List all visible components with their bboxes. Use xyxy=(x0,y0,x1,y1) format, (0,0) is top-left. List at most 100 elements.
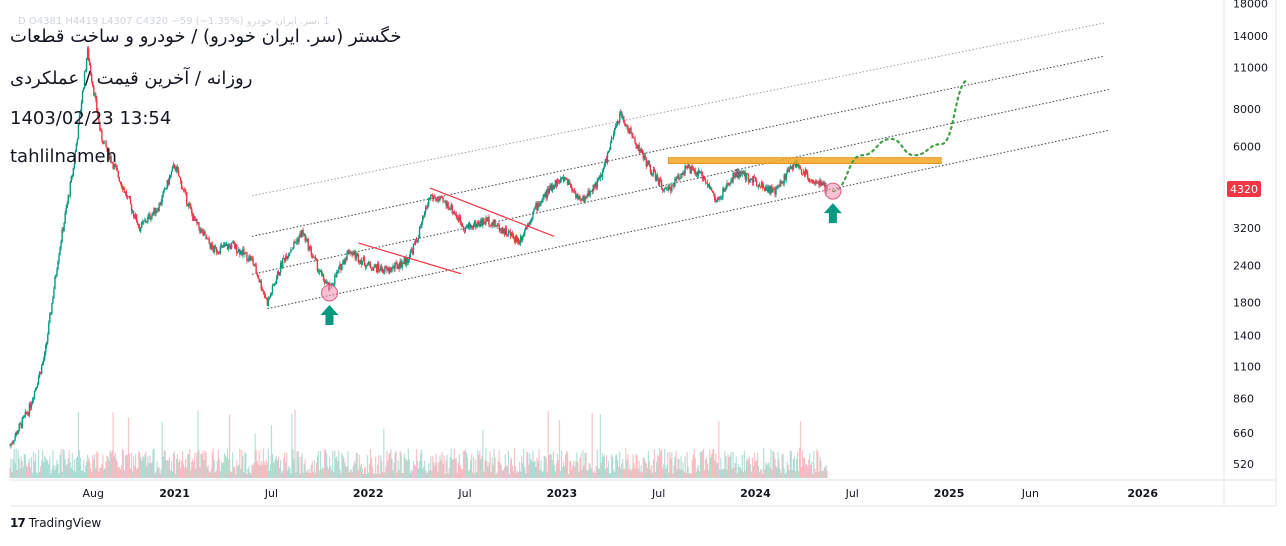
candle-body xyxy=(422,216,425,218)
volume-bar xyxy=(651,472,654,478)
candle-body xyxy=(383,271,385,273)
price-tick-label: 18000 xyxy=(1233,0,1268,11)
volume-bar xyxy=(72,469,74,478)
volume-bar xyxy=(186,467,188,478)
volume-bar xyxy=(255,449,257,478)
candle-body xyxy=(714,193,716,200)
candle-body xyxy=(267,298,270,306)
candle-body xyxy=(524,229,526,235)
candle-body xyxy=(129,198,132,205)
volume-bar xyxy=(339,468,341,478)
time-tick-label: 2024 xyxy=(740,487,771,500)
volume-bar xyxy=(615,455,617,478)
volume-bar xyxy=(156,461,158,478)
candle-body xyxy=(759,186,762,188)
time-axis[interactable]: Aug 2021 Jul 2022 Jul 2023 Jul 2024 Jul 2025 Jun 20… xyxy=(83,487,1159,500)
volume-bar xyxy=(457,462,459,478)
volume-bar xyxy=(570,460,572,478)
volume-bar xyxy=(137,468,139,478)
candle-body xyxy=(147,216,149,222)
volume-bar xyxy=(434,465,436,478)
volume-bar xyxy=(166,459,168,478)
candle-body xyxy=(37,377,40,384)
tradingview-logo[interactable]: 17 TradingView xyxy=(10,516,101,530)
volume-bar xyxy=(678,458,680,478)
volume-bar xyxy=(824,466,826,478)
volume-bar xyxy=(770,449,772,478)
candle-body xyxy=(153,207,155,213)
candle-body xyxy=(754,177,757,182)
volume-bar xyxy=(369,449,372,478)
candle-body xyxy=(562,177,565,182)
candle-body xyxy=(811,179,813,181)
volume-bar xyxy=(714,460,716,478)
volume-bar xyxy=(425,470,427,478)
candle-body xyxy=(252,258,254,265)
volume-bar xyxy=(747,459,750,478)
candle-body xyxy=(356,253,358,255)
candles xyxy=(9,46,828,449)
volume-bar xyxy=(672,473,674,478)
volume-bar xyxy=(427,471,429,478)
candle-body xyxy=(286,256,288,260)
candle-body xyxy=(10,443,12,446)
candle-body xyxy=(325,282,328,283)
volume-bar xyxy=(415,449,418,478)
candle-body xyxy=(402,263,404,265)
candle-body xyxy=(659,179,662,181)
volume-bar xyxy=(643,457,645,478)
candle-body xyxy=(761,181,763,187)
volume-bar xyxy=(368,463,371,478)
volume-bar xyxy=(730,451,732,478)
volume-bar xyxy=(573,461,575,478)
candle-body xyxy=(558,181,561,183)
volume-bar xyxy=(73,459,75,478)
candle-body xyxy=(398,265,400,269)
volume-bar xyxy=(594,472,596,478)
candle-body xyxy=(446,202,448,206)
candle-body xyxy=(349,252,351,254)
time-tick-label: Jul xyxy=(264,487,278,500)
candle-body xyxy=(502,228,505,234)
volume-bar xyxy=(507,450,510,478)
candle-body xyxy=(158,203,160,211)
volume-bar xyxy=(132,456,135,478)
volume-bar xyxy=(355,453,357,478)
candle-body xyxy=(24,411,27,416)
time-tick-label: 2026 xyxy=(1127,487,1158,500)
price-axis[interactable]: 1800014000110008000600032002400180014001… xyxy=(1233,0,1268,471)
candle-body xyxy=(766,186,768,188)
volume-bar xyxy=(620,468,622,478)
volume-bar xyxy=(372,473,375,478)
volume-bar xyxy=(322,468,325,478)
candle-body xyxy=(255,265,257,273)
volume-bar xyxy=(782,454,784,478)
candle-body xyxy=(764,187,766,191)
time-tick-label: Jul xyxy=(845,487,859,500)
candle-body xyxy=(393,265,395,269)
volume-bar xyxy=(267,448,270,478)
candle-body xyxy=(139,226,141,232)
volume-bar xyxy=(514,466,517,478)
volume-bar xyxy=(601,453,603,478)
candle-body xyxy=(437,198,439,201)
volume-bar xyxy=(718,421,720,478)
volume-bar xyxy=(111,450,113,478)
candle-body xyxy=(168,177,171,185)
volume-bar xyxy=(324,449,327,478)
volume-bar xyxy=(410,469,412,478)
candle-body xyxy=(74,151,77,163)
volume-bar xyxy=(417,468,420,478)
volume-bar xyxy=(360,463,362,478)
candle-body xyxy=(436,200,438,202)
candle-body xyxy=(627,125,629,132)
volume-bar xyxy=(112,412,114,478)
volume-bar xyxy=(343,458,345,478)
candle-body xyxy=(527,223,529,227)
candle-body xyxy=(728,183,730,186)
candle-body xyxy=(34,388,37,391)
volume-bar xyxy=(581,470,583,478)
volume-bar xyxy=(802,458,805,478)
